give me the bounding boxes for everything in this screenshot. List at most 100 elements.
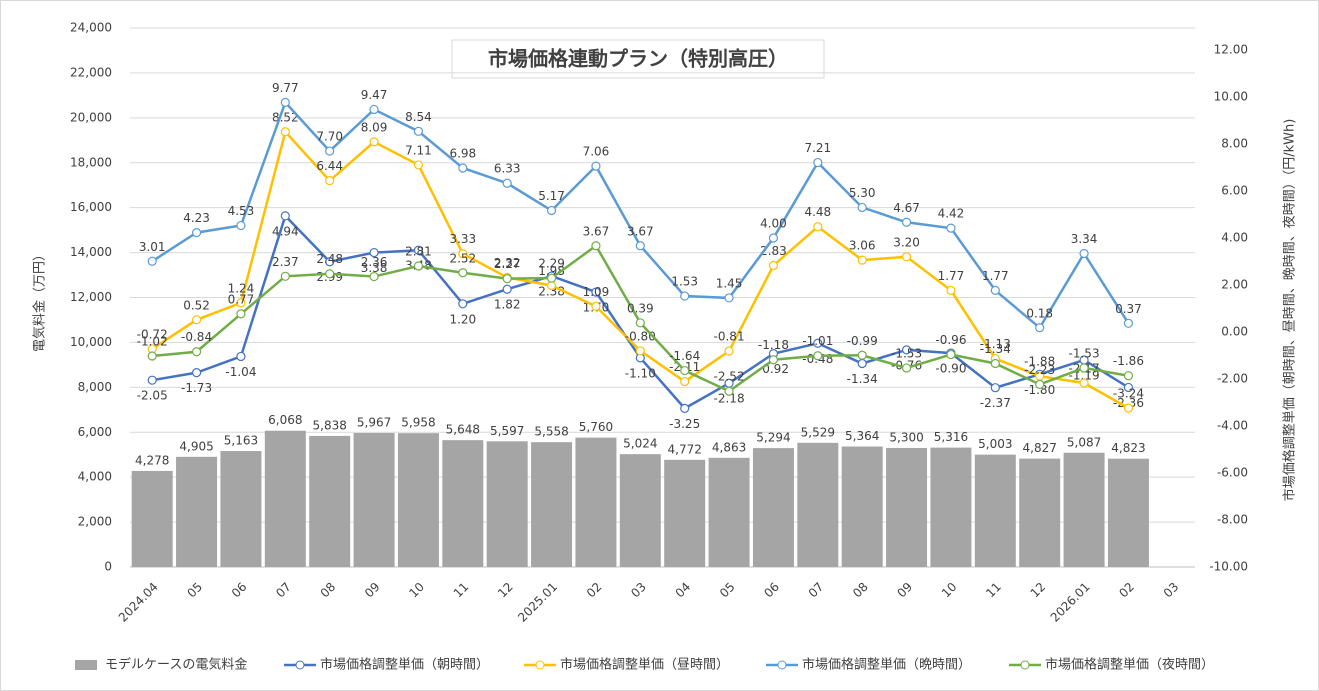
- point-label: -2.23: [1024, 363, 1055, 377]
- point: [680, 365, 690, 376]
- point: [635, 241, 645, 251]
- point: [280, 211, 290, 221]
- bar-label: 5,967: [357, 415, 391, 429]
- point-label: -1.18: [758, 338, 789, 352]
- point: [768, 233, 779, 243]
- y2-tick-label: 0.00: [1221, 325, 1248, 339]
- bar: [1019, 458, 1061, 567]
- point: [813, 222, 823, 232]
- chart-title: 市場価格連動プラン（特別高圧）: [488, 47, 788, 71]
- y2-tick-label: -2.00: [1217, 372, 1248, 386]
- point: [147, 256, 157, 266]
- point: [1123, 403, 1134, 413]
- point: [236, 298, 246, 308]
- bar-label: 5,558: [534, 425, 568, 439]
- point-label: -1.02: [137, 334, 168, 348]
- point-label: 9.47: [361, 88, 388, 102]
- bar-label: 5,294: [756, 431, 790, 445]
- point-label: -1.10: [625, 366, 656, 380]
- point-label: -1.13: [980, 337, 1011, 351]
- point-label: -3.25: [669, 417, 700, 431]
- y-tick-label: 6,000: [78, 425, 112, 439]
- point-label: -2.52: [714, 370, 745, 384]
- point-label: 1.45: [716, 276, 743, 290]
- point: [680, 291, 690, 301]
- y2-tick-label: 6.00: [1221, 184, 1248, 198]
- y-tick-label: 18,000: [70, 155, 112, 169]
- point-label: 3.67: [583, 224, 610, 238]
- bar-label: 4,772: [668, 442, 702, 456]
- point: [857, 350, 867, 360]
- point: [1079, 378, 1089, 388]
- y-tick-label: 0: [104, 560, 112, 574]
- point: [1123, 371, 1134, 381]
- point: [413, 261, 424, 271]
- point: [901, 217, 912, 227]
- point-label: -1.34: [980, 342, 1011, 356]
- y-tick-label: 14,000: [70, 245, 112, 259]
- y-tick-label: 12,000: [70, 290, 112, 304]
- legend-label: モデルケースの電気料金: [105, 657, 247, 673]
- point-label: 7.06: [583, 145, 610, 159]
- point: [901, 252, 912, 262]
- bar-label: 4,863: [712, 440, 746, 454]
- bar-label: 5,024: [623, 437, 657, 451]
- point-label: 2.36: [361, 255, 388, 269]
- point-label: 8.54: [405, 110, 432, 124]
- point: [191, 315, 202, 325]
- point: [325, 269, 335, 279]
- y2-tick-label: -10.00: [1209, 560, 1248, 574]
- point-label: 1.53: [671, 275, 698, 289]
- point-label: 1.09: [583, 285, 610, 299]
- point: [458, 299, 468, 309]
- point-label: -2.37: [980, 396, 1011, 410]
- point-label: 0.18: [1026, 306, 1053, 320]
- bar: [486, 441, 528, 567]
- bar: [619, 454, 661, 567]
- point-label: 3.01: [139, 240, 166, 254]
- point-label: -1.73: [181, 381, 212, 395]
- point: [325, 146, 335, 156]
- point: [1035, 323, 1045, 333]
- y-tick-label: 16,000: [70, 200, 112, 214]
- point: [591, 161, 601, 171]
- point-label: 0.52: [183, 298, 210, 312]
- legend-label: 市場価格調整単価（昼時間）: [560, 657, 729, 673]
- y-tick-label: 24,000: [70, 21, 112, 35]
- bar-label: 5,958: [401, 416, 435, 430]
- point: [635, 346, 645, 356]
- point-label: 3.33: [449, 232, 476, 246]
- point: [458, 163, 468, 173]
- point-label: 2.52: [449, 251, 476, 265]
- bar: [974, 454, 1016, 567]
- bar: [797, 442, 839, 567]
- y2-tick-label: -6.00: [1217, 466, 1248, 480]
- point-label: -1.53: [1069, 346, 1100, 360]
- bar: [531, 442, 573, 567]
- point: [369, 271, 379, 282]
- point-label: -1.64: [669, 349, 700, 363]
- point: [502, 284, 512, 294]
- point-label: 4.42: [938, 207, 965, 221]
- bar: [752, 448, 794, 567]
- bar-label: 4,905: [179, 439, 213, 453]
- point-label: 1.24: [228, 281, 255, 295]
- bar-label: 4,827: [1023, 441, 1057, 455]
- point-label: 6.98: [449, 146, 476, 160]
- bar-label: 5,300: [889, 430, 923, 444]
- y-axis-title: 電気料金（万円）: [32, 248, 48, 352]
- bar-label: 5,087: [1067, 435, 1101, 449]
- point: [813, 157, 823, 168]
- point: [591, 301, 601, 311]
- point-label: 1.77: [982, 269, 1009, 283]
- point: [1079, 363, 1089, 373]
- bar: [575, 437, 617, 567]
- y2-tick-label: 10.00: [1214, 90, 1248, 104]
- point: [857, 255, 867, 265]
- point: [768, 260, 779, 271]
- point-label: -2.18: [714, 392, 745, 406]
- point-label: 2.48: [316, 252, 343, 266]
- bar: [886, 447, 928, 567]
- point: [1123, 382, 1134, 393]
- point-label: 7.11: [405, 143, 432, 157]
